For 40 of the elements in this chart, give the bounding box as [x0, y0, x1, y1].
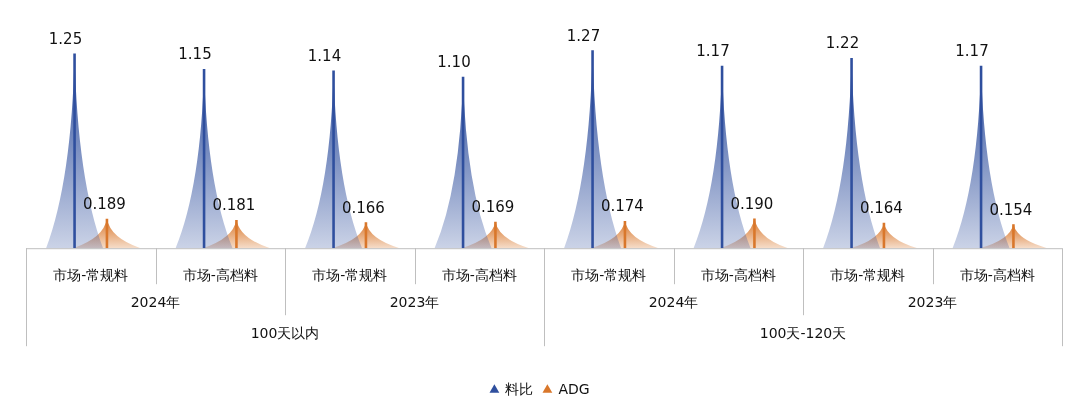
data-label: 0.181 [212, 196, 256, 215]
text: 2023年 [907, 294, 958, 311]
bar [494, 221, 497, 249]
x-tick-label: 市场-常规料 [312, 267, 388, 284]
x-tick-label: 市场-高档料 [959, 267, 1035, 284]
x-tick-label: 市场-常规料 [830, 267, 906, 284]
data-label: 0.154 [989, 200, 1033, 219]
data-label: 1.17 [955, 42, 989, 61]
bar [591, 50, 594, 249]
data-label: 0.169 [471, 198, 515, 217]
data-label: 0.190 [730, 194, 774, 213]
data-label: 0.166 [341, 198, 385, 217]
text: 100天-120天 [759, 325, 847, 342]
x-tick-label: 市场-高档料 [182, 267, 258, 284]
data-label: 0.189 [82, 195, 126, 214]
x-tick-label: 市场-高档料 [700, 267, 776, 284]
x-tick-label: 市场-高档料 [441, 267, 517, 284]
data-label: 0.164 [859, 199, 903, 218]
data-label: 1.17 [696, 42, 730, 61]
data-label: 1.25 [48, 29, 83, 48]
bar [235, 219, 238, 249]
text: 2024年 [130, 294, 181, 311]
data-label: 1.10 [437, 53, 471, 72]
bar [73, 53, 76, 249]
data-label: 1.27 [566, 26, 601, 45]
bar [332, 70, 335, 249]
data-label: 0.174 [600, 197, 644, 216]
data-label: 1.14 [307, 46, 342, 65]
text: 100天以内 [250, 325, 320, 342]
bar [1012, 224, 1015, 249]
bar [850, 58, 853, 249]
x-tick-label: 市场-常规料 [571, 267, 647, 284]
data-label: 1.22 [825, 34, 860, 53]
bar [753, 218, 756, 249]
data-label: 1.15 [178, 45, 212, 64]
legend-label: 料比 [505, 380, 534, 397]
x-tick-label: 市场-常规料 [53, 267, 129, 284]
legend-label: ADG [558, 380, 590, 397]
text: 2023年 [389, 294, 440, 311]
text: 2024年 [648, 294, 699, 311]
